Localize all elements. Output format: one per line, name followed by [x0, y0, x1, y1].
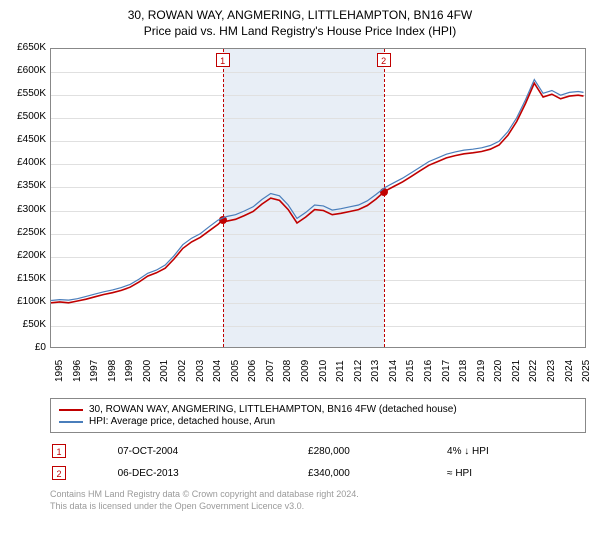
event-row: 1 07-OCT-2004£280,0004% ↓ HPI [52, 441, 584, 461]
event-price: £340,000 [308, 463, 445, 483]
x-tick-label: 2018 [458, 322, 469, 382]
x-tick-label: 2015 [405, 322, 416, 382]
x-tick-label: 2025 [581, 322, 592, 382]
title-line1: 30, ROWAN WAY, ANGMERING, LITTLEHAMPTON,… [8, 8, 592, 22]
x-tick-label: 2006 [247, 322, 258, 382]
y-tick-label: £450K [8, 134, 46, 145]
x-tick-label: 2016 [423, 322, 434, 382]
y-tick-label: £400K [8, 157, 46, 168]
x-tick-label: 2012 [353, 322, 364, 382]
x-tick-label: 1999 [124, 322, 135, 382]
y-tick-label: £250K [8, 227, 46, 238]
legend-item: HPI: Average price, detached house, Arun [59, 416, 577, 427]
x-tick-label: 2024 [564, 322, 575, 382]
y-tick-label: £350K [8, 180, 46, 191]
chart-title: 30, ROWAN WAY, ANGMERING, LITTLEHAMPTON,… [8, 8, 592, 38]
x-tick-label: 2000 [142, 322, 153, 382]
series-svg [51, 49, 586, 348]
x-tick-label: 2009 [300, 322, 311, 382]
x-tick-label: 2010 [318, 322, 329, 382]
series-line [51, 83, 584, 303]
x-tick-label: 2022 [528, 322, 539, 382]
event-date: 07-OCT-2004 [118, 441, 306, 461]
event-delta: 4% ↓ HPI [447, 441, 584, 461]
legend: 30, ROWAN WAY, ANGMERING, LITTLEHAMPTON,… [50, 398, 586, 433]
chart: £0 £50K £100K £150K £200K £250K £300K £350K £400… [8, 42, 592, 392]
x-tick-label: 2007 [265, 322, 276, 382]
legend-label: HPI: Average price, detached house, Arun [89, 416, 275, 427]
x-tick-label: 1997 [89, 322, 100, 382]
x-tick-label: 1998 [107, 322, 118, 382]
credits: Contains HM Land Registry data © Crown c… [50, 489, 586, 512]
events-table: 1 07-OCT-2004£280,0004% ↓ HPI 2 06-DEC-2013… [50, 439, 586, 485]
x-tick-label: 2005 [230, 322, 241, 382]
event-num: 1 [52, 444, 66, 458]
legend-label: 30, ROWAN WAY, ANGMERING, LITTLEHAMPTON,… [89, 404, 457, 415]
x-tick-label: 1995 [54, 322, 65, 382]
x-tick-label: 2011 [335, 322, 346, 382]
y-tick-label: £50K [8, 319, 46, 330]
y-tick-label: £650K [8, 42, 46, 53]
x-tick-label: 2008 [282, 322, 293, 382]
x-tick-label: 2003 [195, 322, 206, 382]
y-tick-label: £0 [8, 342, 46, 353]
plot-area: 12 [50, 48, 586, 348]
title-line2: Price paid vs. HM Land Registry's House … [8, 24, 592, 38]
credits-line2: This data is licensed under the Open Gov… [50, 501, 586, 513]
x-tick-label: 2017 [441, 322, 452, 382]
event-num: 2 [52, 466, 66, 480]
x-tick-label: 1996 [72, 322, 83, 382]
x-tick-label: 2023 [546, 322, 557, 382]
y-tick-label: £200K [8, 250, 46, 261]
event-row: 2 06-DEC-2013£340,000≈ HPI [52, 463, 584, 483]
event-delta: ≈ HPI [447, 463, 584, 483]
x-tick-label: 2002 [177, 322, 188, 382]
y-tick-label: £300K [8, 204, 46, 215]
event-price: £280,000 [308, 441, 445, 461]
y-tick-label: £550K [8, 88, 46, 99]
x-tick-label: 2020 [493, 322, 504, 382]
x-tick-label: 2014 [388, 322, 399, 382]
y-tick-label: £600K [8, 65, 46, 76]
y-tick-label: £150K [8, 273, 46, 284]
x-tick-label: 2013 [370, 322, 381, 382]
credits-line1: Contains HM Land Registry data © Crown c… [50, 489, 586, 501]
x-tick-label: 2004 [212, 322, 223, 382]
x-tick-label: 2021 [511, 322, 522, 382]
y-tick-label: £500K [8, 111, 46, 122]
series-line [51, 80, 584, 301]
x-tick-label: 2001 [159, 322, 170, 382]
legend-item: 30, ROWAN WAY, ANGMERING, LITTLEHAMPTON,… [59, 404, 577, 415]
event-date: 06-DEC-2013 [118, 463, 306, 483]
y-tick-label: £100K [8, 296, 46, 307]
legend-swatch [59, 409, 83, 411]
legend-swatch [59, 421, 83, 423]
x-tick-label: 2019 [476, 322, 487, 382]
